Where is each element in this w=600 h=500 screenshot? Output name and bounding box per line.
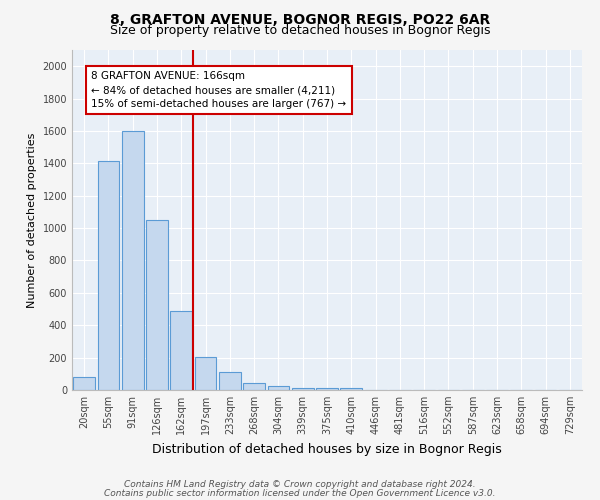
Bar (243, 382, 265, 390)
Bar (340, 388, 362, 390)
Text: Size of property relative to detached houses in Bognor Regis: Size of property relative to detached ho… (110, 24, 490, 37)
Bar (219, 372, 241, 390)
Bar (194, 357, 217, 390)
Bar (170, 310, 192, 390)
Text: Contains HM Land Registry data © Crown copyright and database right 2024.: Contains HM Land Registry data © Crown c… (124, 480, 476, 489)
X-axis label: Distribution of detached houses by size in Bognor Regis: Distribution of detached houses by size … (152, 442, 502, 456)
Text: Contains public sector information licensed under the Open Government Licence v3: Contains public sector information licen… (104, 488, 496, 498)
Text: 8, GRAFTON AVENUE, BOGNOR REGIS, PO22 6AR: 8, GRAFTON AVENUE, BOGNOR REGIS, PO22 6A… (110, 12, 490, 26)
Bar (73, 377, 95, 390)
Text: 8 GRAFTON AVENUE: 166sqm
← 84% of detached houses are smaller (4,211)
15% of sem: 8 GRAFTON AVENUE: 166sqm ← 84% of detach… (91, 71, 347, 109)
Y-axis label: Number of detached properties: Number of detached properties (27, 132, 37, 308)
Bar (292, 388, 314, 390)
Bar (146, 220, 168, 390)
Bar (268, 386, 289, 390)
Bar (97, 161, 119, 390)
Bar (122, 131, 143, 390)
Bar (316, 388, 338, 390)
